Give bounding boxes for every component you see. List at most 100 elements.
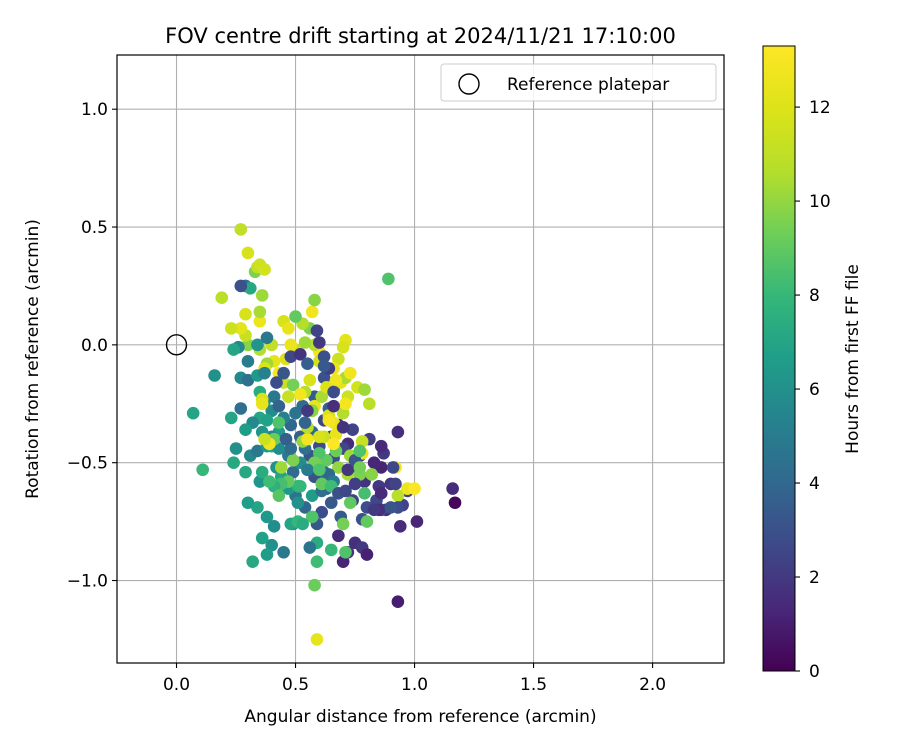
data-point bbox=[310, 555, 324, 568]
data-point bbox=[241, 355, 255, 368]
data-point bbox=[267, 390, 281, 404]
data-point bbox=[324, 496, 338, 510]
data-point bbox=[296, 517, 309, 531]
grid-lines bbox=[117, 55, 724, 663]
data-point bbox=[258, 366, 271, 380]
data-point bbox=[234, 279, 248, 293]
data-point bbox=[360, 548, 374, 561]
data-point bbox=[246, 555, 259, 568]
data-point bbox=[313, 336, 326, 349]
data-point bbox=[305, 489, 319, 502]
data-point bbox=[298, 336, 312, 349]
data-point bbox=[227, 456, 240, 469]
legend-marker-icon bbox=[458, 73, 480, 95]
data-point bbox=[365, 468, 379, 481]
data-point bbox=[265, 538, 279, 552]
y-axis-label: Rotation from reference (arcmin) bbox=[23, 219, 43, 499]
data-point bbox=[408, 482, 421, 495]
data-points bbox=[186, 223, 462, 646]
data-point bbox=[260, 413, 274, 427]
y-tick-label: −1.0 bbox=[67, 572, 108, 592]
data-point bbox=[241, 496, 255, 510]
data-point bbox=[391, 425, 405, 439]
data-point bbox=[303, 373, 317, 387]
data-point bbox=[391, 489, 405, 502]
colorbar-bar bbox=[762, 45, 796, 672]
data-point bbox=[339, 484, 352, 498]
data-point bbox=[282, 322, 295, 335]
data-point bbox=[410, 515, 424, 528]
legend-box bbox=[440, 63, 717, 102]
data-point bbox=[277, 366, 290, 380]
colorbar-tick-label: 6 bbox=[809, 380, 820, 400]
data-point bbox=[239, 307, 252, 321]
data-point bbox=[332, 352, 345, 366]
data-point bbox=[374, 487, 388, 500]
data-point bbox=[384, 501, 398, 514]
data-point bbox=[282, 390, 295, 404]
data-point bbox=[308, 293, 321, 307]
data-point bbox=[389, 477, 402, 491]
data-point bbox=[239, 423, 252, 436]
data-point bbox=[298, 416, 312, 429]
data-point bbox=[448, 496, 462, 510]
data-point bbox=[291, 496, 305, 510]
colorbar-tick-label: 10 bbox=[809, 192, 831, 212]
data-point bbox=[255, 465, 269, 479]
data-point bbox=[241, 338, 255, 352]
data-point bbox=[305, 305, 319, 319]
y-tick-label: 0.0 bbox=[81, 336, 108, 356]
data-point bbox=[272, 416, 286, 429]
data-point bbox=[289, 310, 302, 323]
data-point bbox=[186, 406, 200, 420]
data-point bbox=[386, 461, 400, 474]
data-point bbox=[367, 503, 381, 517]
colorbar-ticks: 0 2 4 6 8 10 12 bbox=[795, 98, 831, 682]
x-tick-label: 1.0 bbox=[401, 675, 428, 695]
data-point bbox=[289, 406, 302, 420]
data-point bbox=[251, 501, 264, 514]
y-axis-ticks: −1.0 −0.5 0.0 0.5 1.0 bbox=[67, 100, 117, 592]
data-point bbox=[284, 350, 298, 363]
data-point bbox=[317, 350, 331, 363]
colorbar-tick-label: 0 bbox=[809, 662, 820, 682]
data-point bbox=[336, 406, 350, 420]
data-point bbox=[327, 385, 340, 399]
data-point bbox=[329, 373, 343, 387]
data-point bbox=[293, 347, 307, 361]
data-point bbox=[332, 529, 345, 543]
data-point bbox=[251, 338, 264, 352]
legend: Reference platepar bbox=[440, 63, 717, 102]
data-point bbox=[263, 475, 276, 488]
data-point bbox=[313, 430, 326, 444]
data-point bbox=[313, 463, 326, 477]
data-point bbox=[286, 454, 300, 467]
x-tick-label: 2.0 bbox=[639, 675, 666, 695]
data-point bbox=[293, 388, 307, 401]
x-tick-label: 1.5 bbox=[520, 675, 547, 695]
data-point bbox=[260, 510, 274, 524]
data-point bbox=[196, 463, 209, 477]
x-axis-label: Angular distance from reference (arcmin) bbox=[244, 707, 596, 727]
plot-area-frame bbox=[116, 54, 725, 664]
x-axis-ticks: 0.0 0.5 1.0 1.5 2.0 bbox=[163, 663, 666, 695]
data-point bbox=[255, 397, 269, 411]
colorbar: 0 2 4 6 8 10 12 Hours from first FF file bbox=[762, 45, 863, 682]
data-point bbox=[277, 545, 290, 559]
data-point bbox=[336, 421, 350, 434]
data-point bbox=[224, 322, 238, 335]
chart-title: FOV centre drift starting at 2024/11/21 … bbox=[165, 24, 676, 48]
data-point bbox=[339, 545, 352, 559]
data-point bbox=[208, 369, 221, 382]
data-point bbox=[227, 343, 240, 356]
data-point bbox=[229, 442, 243, 455]
data-point bbox=[310, 324, 324, 338]
data-point bbox=[293, 479, 307, 493]
data-point bbox=[308, 578, 321, 592]
data-point bbox=[272, 442, 286, 455]
colorbar-tick-label: 2 bbox=[809, 568, 820, 588]
data-point bbox=[244, 282, 257, 295]
x-tick-label: 0.0 bbox=[163, 675, 190, 695]
x-tick-label: 0.5 bbox=[282, 675, 309, 695]
